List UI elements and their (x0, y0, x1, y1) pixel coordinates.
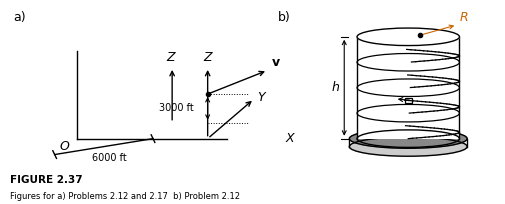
Text: FIGURE 2.37: FIGURE 2.37 (10, 175, 83, 185)
Text: b): b) (277, 11, 290, 24)
Text: Y: Y (257, 91, 264, 104)
Text: v: v (271, 56, 279, 69)
Polygon shape (357, 37, 459, 139)
Text: O: O (60, 140, 70, 153)
Text: R: R (459, 11, 467, 24)
Text: Z: Z (166, 51, 175, 64)
Text: Figures for a) Problems 2.12 and 2.17  b) Problem 2.12: Figures for a) Problems 2.12 and 2.17 b)… (10, 192, 240, 201)
Ellipse shape (357, 28, 459, 45)
Text: 3000 ft: 3000 ft (159, 103, 193, 113)
Ellipse shape (348, 137, 466, 156)
Text: a): a) (14, 11, 26, 24)
Ellipse shape (348, 129, 466, 148)
Text: Z: Z (203, 51, 212, 64)
Bar (405, 98, 412, 103)
Text: X: X (285, 132, 293, 145)
Text: 6000 ft: 6000 ft (92, 153, 126, 163)
Text: h: h (331, 81, 339, 94)
